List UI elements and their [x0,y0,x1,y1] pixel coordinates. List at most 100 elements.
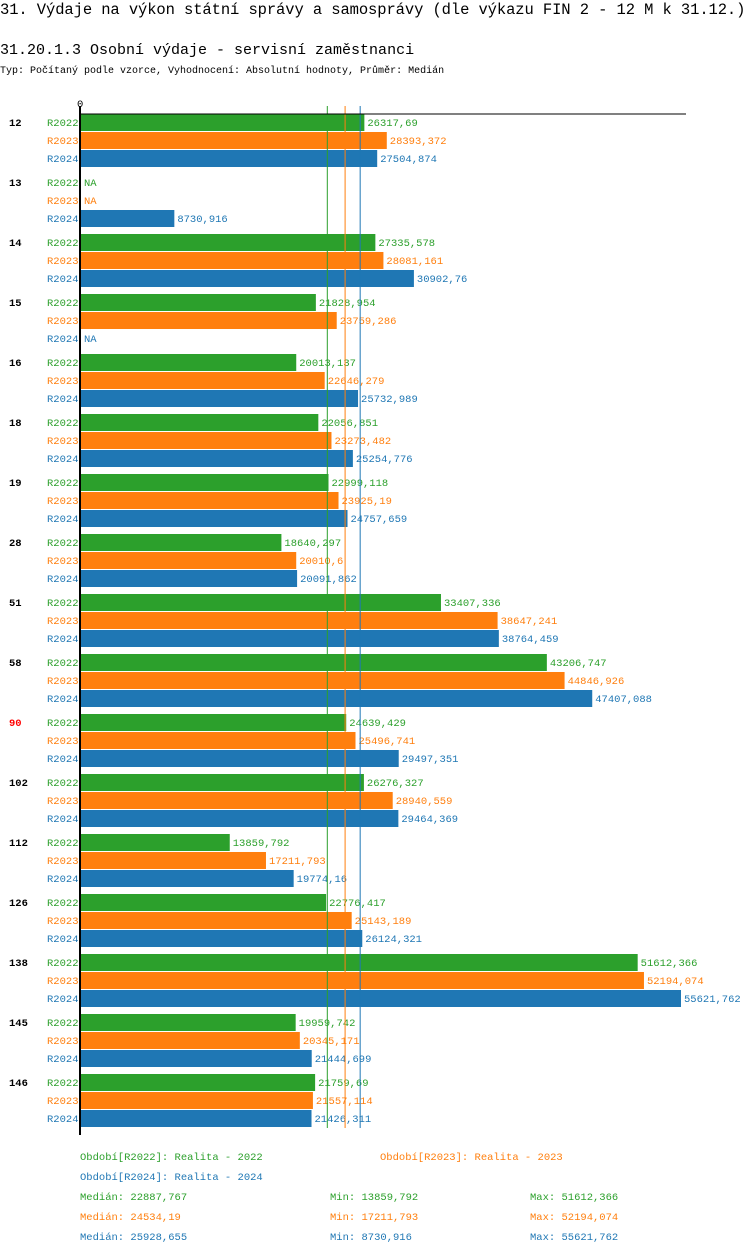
data-label: 29464,369 [401,814,458,826]
bar-r2024-146 [81,1110,312,1127]
data-label: 26124,321 [365,934,422,946]
bar-r2023-15 [81,312,337,329]
series-label: R2023 [47,196,79,208]
series-label: R2023 [47,916,79,928]
bar-r2022-102 [81,774,364,791]
category-label: 19 [9,478,22,490]
bar-r2023-58 [81,672,565,689]
data-label: 22056,851 [321,418,378,430]
category-label: 112 [9,838,28,850]
data-label: 27504,874 [380,154,437,166]
bar-r2023-19 [81,492,339,509]
data-label: 25143,189 [355,916,412,928]
data-label: 13859,792 [233,838,290,850]
data-label: 27335,578 [378,238,435,250]
series-label: R2022 [47,238,79,250]
bar-r2024-13 [81,210,175,227]
bar-r2022-112 [81,834,230,851]
category-label: 90 [9,718,22,730]
data-label: 23925,19 [342,496,392,508]
series-label: R2023 [47,1036,79,1048]
series-label: R2024 [47,394,79,406]
data-label: 28393,372 [390,136,447,148]
series-label: R2023 [47,136,79,148]
series-label: R2024 [47,1054,79,1066]
series-label: R2022 [47,358,79,370]
category-label: 58 [9,658,22,670]
series-label: R2022 [47,598,79,610]
series-label: R2024 [47,154,79,166]
bar-r2023-14 [81,252,384,269]
series-label: R2022 [47,538,79,550]
data-label: 28940,559 [396,796,453,808]
category-label: 13 [9,178,22,190]
data-label: 26317,69 [367,118,417,130]
series-label: R2024 [47,994,79,1006]
category-label: 51 [9,598,22,610]
bar-r2024-28 [81,570,298,587]
data-label: 44846,926 [568,676,625,688]
bar-r2022-12 [81,114,365,131]
bar-r2022-145 [81,1014,296,1031]
data-label: 17211,793 [269,856,326,868]
bar-r2023-90 [81,732,356,749]
legend-max: Max: 52194,074 [530,1212,618,1224]
series-label: R2022 [47,838,79,850]
data-label: NA [84,178,97,190]
series-label: R2023 [47,556,79,568]
data-label: 18640,297 [284,538,341,550]
data-label: 29497,351 [402,754,459,766]
category-label: 12 [9,118,22,130]
data-label: 38764,459 [502,634,559,646]
bar-r2024-19 [81,510,348,527]
data-label: 23759,286 [340,316,397,328]
legend-median: Medián: 22887,767 [80,1192,187,1204]
bar-r2023-28 [81,552,297,569]
bar-r2024-18 [81,450,353,467]
bar-r2022-126 [81,894,327,911]
legend-min: Min: 13859,792 [330,1192,418,1204]
bar-r2024-126 [81,930,363,947]
data-label: 21426,311 [315,1114,372,1126]
legend-median: Medián: 25928,655 [80,1232,187,1244]
series-label: R2024 [47,574,79,586]
legend-max: Max: 55621,762 [530,1232,618,1244]
chart-subtitle: 31.20.1.3 Osobní výdaje - servisní zaměs… [0,42,415,59]
category-label: 138 [9,958,28,970]
series-label: R2024 [47,694,79,706]
category-label: 16 [9,358,22,370]
legend-period: Období[R2024]: Realita - 2024 [80,1172,263,1184]
series-label: R2022 [47,178,79,190]
series-label: R2024 [47,874,79,886]
data-label: 55621,762 [684,994,741,1006]
series-label: R2022 [47,1078,79,1090]
bar-r2022-14 [81,234,376,251]
series-label: R2022 [47,418,79,430]
bar-r2023-112 [81,852,266,869]
bar-r2022-138 [81,954,638,971]
data-label: 8730,916 [177,214,227,226]
legend-min: Min: 8730,916 [330,1232,412,1244]
data-label: 21759,69 [318,1078,368,1090]
series-label: R2023 [47,676,79,688]
legend-max: Max: 51612,366 [530,1192,618,1204]
legend-period: Období[R2023]: Realita - 2023 [380,1152,563,1164]
category-label: 15 [9,298,22,310]
series-label: R2024 [47,814,79,826]
category-label: 18 [9,418,22,430]
series-label: R2023 [47,436,79,448]
category-label: 145 [9,1018,28,1030]
data-label: 21828,954 [319,298,376,310]
data-label: 33407,336 [444,598,501,610]
series-label: R2023 [47,856,79,868]
data-label: 19774,16 [297,874,347,886]
data-label: 26276,327 [367,778,424,790]
bar-r2023-12 [81,132,387,149]
bar-r2023-146 [81,1092,313,1109]
bar-r2023-126 [81,912,352,929]
data-label: 20345,171 [303,1036,360,1048]
data-label: 20091,862 [300,574,357,586]
series-label: R2024 [47,1114,79,1126]
series-label: R2024 [47,934,79,946]
bar-r2022-19 [81,474,329,491]
